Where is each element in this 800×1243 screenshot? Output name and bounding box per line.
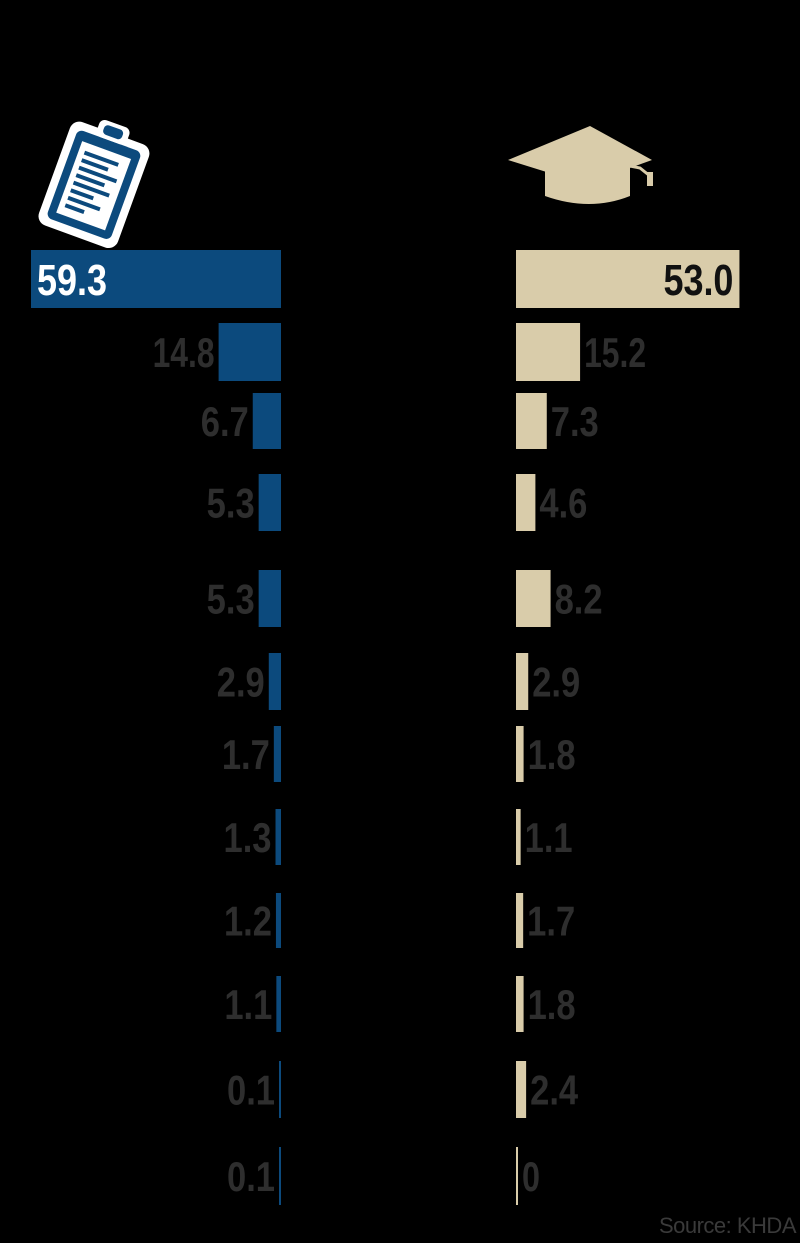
left-bar-7 — [273, 726, 281, 782]
right-value-label-5: 8.2 — [555, 576, 603, 623]
left-bar-10 — [276, 976, 281, 1032]
left-bar-6 — [268, 653, 281, 710]
left-value-label-7: 1.7 — [222, 731, 270, 778]
right-value-label-3: 7.3 — [551, 398, 599, 445]
right-value-label-10: 1.8 — [528, 981, 576, 1028]
right-bar-5 — [516, 570, 551, 627]
right-value-label-6: 2.9 — [532, 659, 580, 706]
right-bar-2 — [516, 323, 581, 381]
left-value-label-5: 5.3 — [207, 576, 255, 623]
left-value-label-10: 1.1 — [224, 981, 272, 1028]
right-bar-12 — [516, 1147, 518, 1205]
series-left-bars: 59.3 14.8 6.7 5.3 5.3 2.9 1.7 1.3 1.2 1.1 0.1 0.1 — [31, 250, 281, 1205]
series-right-bars: 53.0 15.2 7.3 4.6 8.2 2.9 1.8 1.1 1.7 1.8 2.4 0 — [516, 250, 740, 1205]
left-bar-4 — [258, 474, 281, 531]
left-bar-9 — [275, 893, 281, 948]
right-bar-7 — [516, 726, 524, 782]
left-value-label-12: 0.1 — [227, 1153, 275, 1200]
source-note: Source: KHDA — [658, 1213, 797, 1238]
right-value-label-12: 0 — [522, 1153, 540, 1200]
right-bar-8 — [516, 809, 521, 865]
left-value-label-6: 2.9 — [217, 659, 265, 706]
right-bar-10 — [516, 976, 524, 1032]
left-value-label-9: 1.2 — [224, 898, 272, 945]
left-value-label-2: 14.8 — [153, 329, 215, 376]
right-bar-6 — [516, 653, 529, 710]
left-value-label-11: 0.1 — [227, 1067, 275, 1114]
right-bar-9 — [516, 893, 524, 948]
left-bar-12 — [279, 1147, 281, 1205]
right-value-label-4: 4.6 — [539, 480, 587, 527]
graduation-cap-icon — [508, 126, 653, 204]
left-value-label-4: 5.3 — [207, 480, 255, 527]
left-bar-8 — [275, 809, 281, 865]
right-bar-3 — [516, 393, 547, 449]
left-bar-2 — [218, 323, 281, 381]
left-bar-3 — [252, 393, 281, 449]
right-value-label-2: 15.2 — [584, 329, 646, 376]
left-value-label-1: 59.3 — [37, 256, 107, 305]
left-value-label-8: 1.3 — [224, 814, 272, 861]
right-bar-1 — [516, 250, 740, 308]
right-value-label-11: 2.4 — [530, 1067, 579, 1114]
right-value-label-7: 1.8 — [528, 731, 576, 778]
left-bar-1 — [31, 250, 281, 308]
right-value-label-9: 1.7 — [527, 898, 575, 945]
left-bar-11 — [279, 1061, 281, 1118]
right-bar-4 — [516, 474, 536, 531]
left-value-label-3: 6.7 — [201, 398, 249, 445]
right-bar-11 — [516, 1061, 527, 1118]
clipboard-icon — [38, 119, 150, 249]
right-value-label-8: 1.1 — [525, 814, 573, 861]
right-value-label-1: 53.0 — [663, 256, 733, 305]
left-bar-5 — [258, 570, 281, 627]
